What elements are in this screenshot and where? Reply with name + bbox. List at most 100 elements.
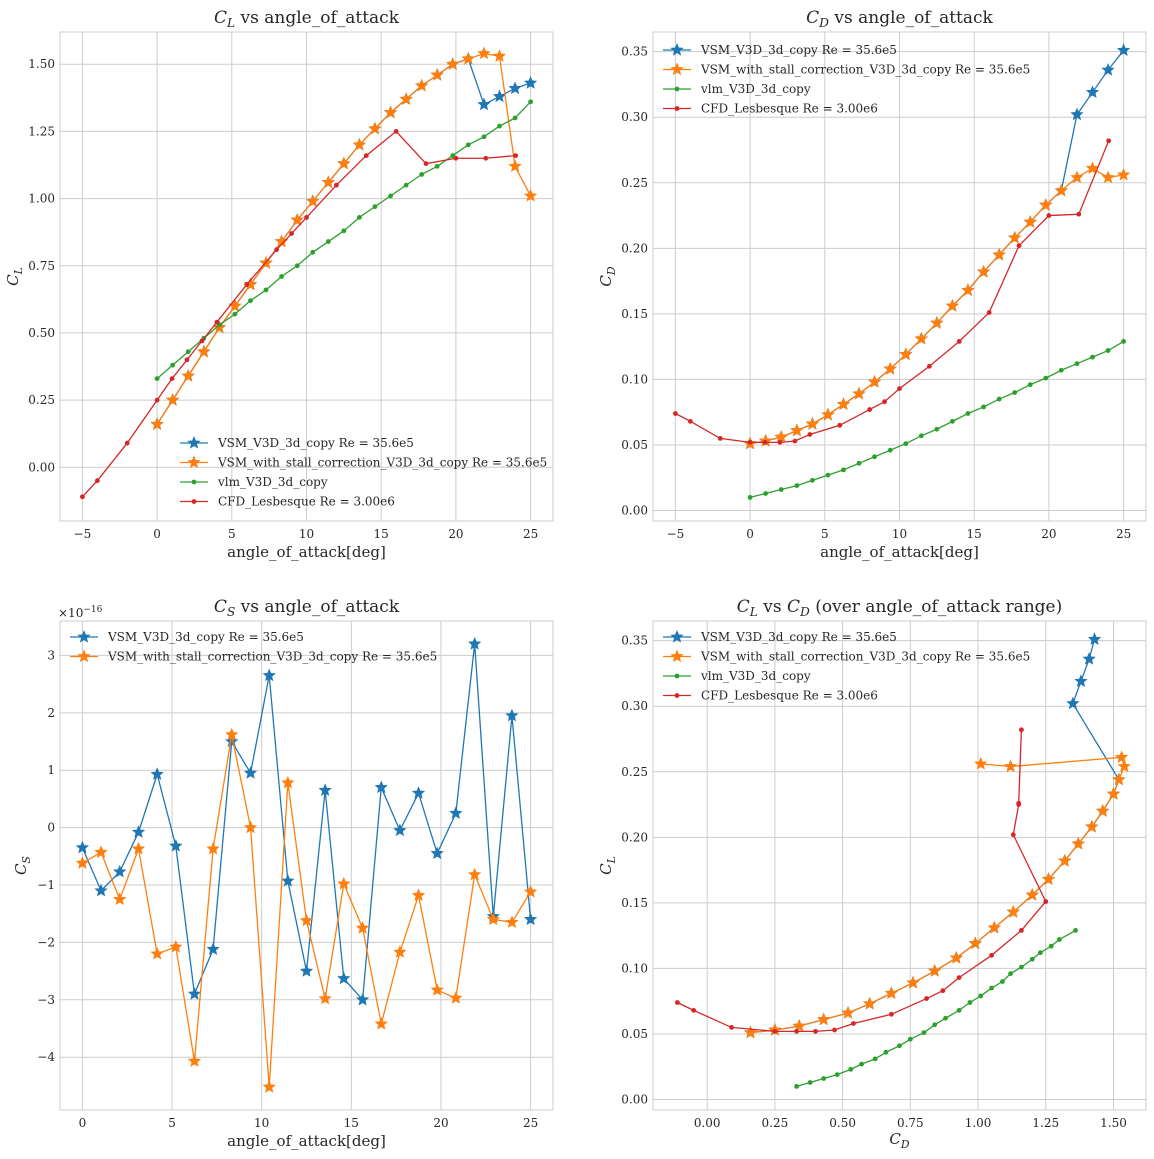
data-point <box>1037 950 1043 956</box>
data-point <box>181 368 195 382</box>
data-point <box>792 1019 806 1032</box>
data-point <box>1076 211 1082 217</box>
legend: VSM_V3D_3d_copy Re = 35.6e5 VSM_with_stal… <box>180 436 547 509</box>
data-point <box>1112 772 1126 786</box>
data-point <box>124 440 130 446</box>
data-point <box>281 874 295 887</box>
x-tick-label: 20 <box>448 527 463 541</box>
series-1 <box>150 51 538 430</box>
data-point <box>299 913 314 927</box>
y-axis-label-part: D <box>605 266 618 276</box>
data-point <box>1116 43 1131 57</box>
y-tick-label: −3 <box>37 993 55 1007</box>
data-point <box>926 363 932 369</box>
data-point <box>486 912 500 926</box>
data-point <box>94 845 108 858</box>
data-point <box>263 287 269 293</box>
data-point <box>352 137 367 151</box>
y-tick-label: 0.00 <box>621 1093 648 1107</box>
data-point <box>852 386 866 400</box>
data-point <box>150 946 164 960</box>
data-point <box>449 806 463 819</box>
data-point <box>483 155 489 161</box>
data-point <box>1025 888 1039 901</box>
legend-marker <box>77 630 91 643</box>
data-point <box>113 864 127 878</box>
data-point <box>356 214 362 220</box>
series-line <box>156 52 532 425</box>
data-point <box>1041 872 1056 885</box>
data-point <box>214 319 220 325</box>
data-point <box>968 936 982 950</box>
data-point <box>1070 170 1084 184</box>
legend-entry: CFD_Lesbesque Re = 3.00e6 <box>701 102 878 116</box>
data-point <box>289 231 294 236</box>
y-tick-label: 0.15 <box>621 896 648 910</box>
data-point <box>94 478 100 484</box>
data-point <box>1106 138 1112 144</box>
data-point <box>807 432 813 437</box>
chart-title-part: L <box>226 16 235 30</box>
axes-frame <box>652 620 1147 1111</box>
y-tick-label: 0.30 <box>621 699 648 713</box>
chart-title-part: vs angle_of_attack <box>235 8 400 28</box>
data-point <box>1018 727 1024 733</box>
data-point <box>403 182 409 188</box>
data-point <box>477 97 491 111</box>
data-point <box>232 311 238 317</box>
data-point <box>837 422 843 428</box>
data-point <box>1018 964 1024 970</box>
series-3 <box>154 99 533 381</box>
data-point <box>415 78 429 92</box>
data-point <box>1114 750 1129 763</box>
data-point <box>523 884 538 898</box>
series-2 <box>743 161 1131 450</box>
data-point <box>1000 979 1005 984</box>
data-point <box>75 840 90 854</box>
axes-frame <box>652 31 1147 522</box>
y-tick-label: 0.25 <box>621 765 648 779</box>
y-tick-label: 1.25 <box>28 124 55 138</box>
x-axis-label: angle_of_attack[deg] <box>227 543 386 561</box>
data-point <box>1058 367 1064 373</box>
data-point <box>383 105 398 119</box>
data-point <box>832 1027 837 1033</box>
data-point <box>691 1007 697 1013</box>
y-axis-label: CS <box>12 856 33 875</box>
data-point <box>717 436 723 441</box>
y-tick-label: 0.50 <box>28 326 55 340</box>
chart-panel-1: −5 0 5 10 15 20 25 0.00 0.25 0.50 0.75 1.00 1.25 1.50… <box>4 8 554 561</box>
data-point <box>393 823 407 837</box>
data-point <box>673 411 678 416</box>
data-point <box>1054 183 1068 197</box>
data-point <box>446 57 460 70</box>
data-point <box>411 888 426 901</box>
legend-marker <box>674 673 680 679</box>
data-point <box>1043 375 1049 381</box>
data-point <box>1101 63 1115 76</box>
data-point <box>450 153 456 158</box>
y-tick-label: −1 <box>37 878 55 892</box>
data-point <box>897 1043 902 1049</box>
y-axis-label: CL <box>597 856 618 875</box>
y-axis-label-part: S <box>20 856 33 863</box>
data-point <box>825 472 831 478</box>
legend: VSM_V3D_3d_copy Re = 35.6e5 VSM_with_stal… <box>663 630 1030 703</box>
data-point <box>1039 198 1053 211</box>
chart-title-part: C <box>737 597 750 617</box>
x-tick-label: 15 <box>374 527 389 541</box>
x-tick-label: −5 <box>74 527 92 541</box>
data-point <box>1087 632 1102 646</box>
data-point <box>154 397 160 403</box>
data-point <box>333 182 339 188</box>
data-point <box>363 153 369 158</box>
data-point <box>887 447 893 453</box>
data-point <box>1074 674 1088 687</box>
data-point <box>821 1076 827 1081</box>
legend-marker <box>674 693 680 698</box>
data-point <box>817 1012 831 1026</box>
data-point <box>1023 215 1037 228</box>
x-tick-label: 20 <box>433 1116 448 1130</box>
data-point <box>687 418 693 424</box>
